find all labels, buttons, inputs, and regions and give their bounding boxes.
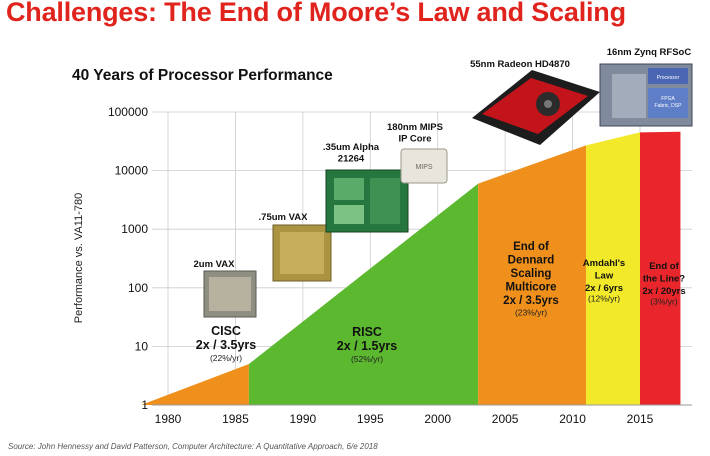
source-note: Source: John Hennessy and David Patterso… <box>8 442 378 451</box>
axes: 1980 1985 1990 1995 2000 2005 2010 2015 1 10 100 10… <box>108 105 692 426</box>
zynq-fpga-label: FPGA <box>661 96 675 102</box>
annotation-alpha: .35um Alpha 21264 <box>323 142 380 165</box>
y-axis-label: Performance vs. VA11-780 <box>73 193 85 323</box>
zynq-fabric-label: Fabric, DSP <box>655 103 683 109</box>
annotation-line: 2um VAX <box>193 259 235 270</box>
x-tick-label: 1995 <box>357 412 384 426</box>
annotation-line: IP Core <box>398 134 431 145</box>
radeon-fan-hub <box>544 100 552 108</box>
era-label-line: 2x / 6yrs <box>585 283 623 294</box>
alpha-die-block <box>334 205 364 224</box>
era-growth-amdahl: (12%/yr) <box>588 294 620 304</box>
annotation-mips: 180nm MIPS IP Core <box>387 122 443 145</box>
annotation-vax2: 2um VAX <box>193 259 235 270</box>
era-label-end: End of the Line? 2x / 20yrs <box>642 261 685 297</box>
era-label-amdahl: Amdahl's Law 2x / 6yrs <box>583 258 625 294</box>
x-tick-label: 2000 <box>424 412 451 426</box>
era-labels: CISC 2x / 3.5yrs(22%/yr)RISC 2x / 1.5yrs(5… <box>196 241 686 364</box>
era-area-amdahl <box>586 132 640 405</box>
slide-title: Challenges: The End of Moore’s Law and S… <box>6 0 626 27</box>
zynq-processor-label: Processor <box>657 75 680 81</box>
era-label-line: 2x / 1.5yrs <box>337 339 398 353</box>
x-tick-label: 1980 <box>155 412 182 426</box>
mips-chip-label: MIPS <box>415 164 432 171</box>
x-tick-label: 1990 <box>290 412 317 426</box>
era-growth-cisc: (22%/yr) <box>210 353 242 363</box>
era-label-line: Scaling <box>511 268 552 280</box>
era-area-risc <box>248 183 479 405</box>
x-tick-label: 2010 <box>559 412 586 426</box>
alpha-die-block <box>334 178 364 200</box>
era-growth-end: (3%/yr) <box>650 297 678 307</box>
zynq-fpga-block <box>648 88 688 118</box>
era-label-line: End of <box>649 261 679 272</box>
era-label-line: RISC <box>352 325 382 339</box>
era-label-cisc: CISC 2x / 3.5yrs <box>196 324 257 352</box>
y-tick-label: 10 <box>135 339 149 353</box>
y-tick-label: 1000 <box>121 222 148 236</box>
annotation-zynq: 16nm Zynq RFSoC <box>607 47 692 58</box>
era-label-line: 2x / 3.5yrs <box>503 295 559 307</box>
radeon-card-shroud <box>482 78 588 134</box>
vax-2um-die-detail <box>209 277 251 311</box>
era-growth-dennard: (23%/yr) <box>515 308 547 318</box>
annotation-line: 180nm MIPS <box>387 122 443 133</box>
era-areas <box>141 131 681 405</box>
annotation-vax75: .75um VAX <box>259 212 309 223</box>
era-area-end <box>640 131 681 405</box>
era-label-line: Multicore <box>505 282 556 294</box>
y-tick-label: 10000 <box>115 164 149 178</box>
chip-annotations: 2um VAX .75um VAX .35um Alpha 21264 180nm MI… <box>193 47 691 270</box>
annotation-line: 21264 <box>338 154 365 165</box>
era-label-line: 2x / 3.5yrs <box>196 338 257 352</box>
era-label-dennard: End of Dennard Scaling Multicore 2x / 3.5yrs <box>503 241 559 307</box>
zynq-die-block <box>612 74 646 118</box>
x-tick-label: 2015 <box>627 412 654 426</box>
era-label-line: the Line? <box>643 274 685 285</box>
annotation-line: 16nm Zynq RFSoC <box>607 47 692 58</box>
mips-chip-image <box>400 148 448 184</box>
era-label-line: Amdahl's <box>583 258 625 269</box>
era-label-line: 2x / 20yrs <box>642 286 685 297</box>
era-label-risc: RISC 2x / 1.5yrs <box>337 325 398 353</box>
zynq-processor-block <box>648 68 688 84</box>
era-growth-risc: (52%/yr) <box>351 354 383 364</box>
y-tick-label: 100 <box>128 281 148 295</box>
era-label-line: Law <box>595 271 614 282</box>
vax-75um-die-detail <box>280 232 324 274</box>
performance-chart: 1980 1985 1990 1995 2000 2005 2010 2015 1 10 100 10… <box>72 47 693 426</box>
annotation-line: .35um Alpha <box>323 142 380 153</box>
annotation-radeon: 55nm Radeon HD4870 <box>470 59 570 70</box>
era-area-dennard <box>478 145 587 405</box>
era-area-cisc <box>141 364 249 405</box>
era-label-line: CISC <box>211 324 241 338</box>
y-tick-label: 1 <box>141 398 148 412</box>
alpha-die-block <box>370 178 400 224</box>
annotation-line: 55nm Radeon HD4870 <box>470 59 570 70</box>
chart-title: 40 Years of Processor Performance <box>72 67 333 84</box>
era-label-line: Dennard <box>508 255 555 267</box>
era-label-line: End of <box>513 241 549 253</box>
annotation-line: .75um VAX <box>259 212 309 223</box>
y-tick-label: 100000 <box>108 105 148 119</box>
x-tick-label: 2005 <box>492 412 519 426</box>
x-tick-label: 1985 <box>222 412 249 426</box>
